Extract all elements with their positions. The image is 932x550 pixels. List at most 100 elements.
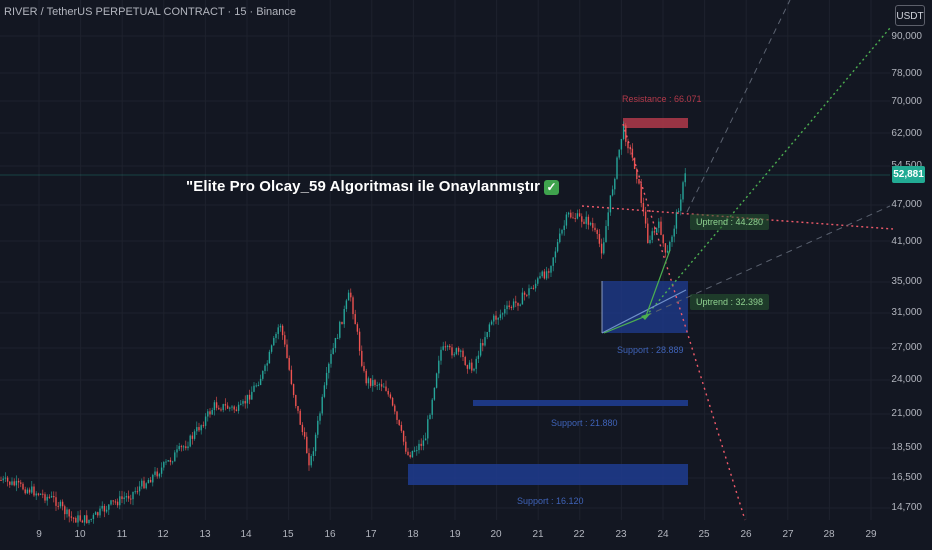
candle-body bbox=[457, 348, 460, 352]
candle-body bbox=[290, 369, 293, 385]
candle-body bbox=[453, 354, 455, 356]
candle-body bbox=[306, 436, 308, 454]
candle-body bbox=[147, 479, 150, 484]
candle-body bbox=[130, 498, 132, 500]
candle-body bbox=[550, 265, 552, 273]
candle-body bbox=[332, 348, 334, 355]
candle-body bbox=[53, 496, 55, 498]
candle-body bbox=[517, 302, 519, 306]
candle-body bbox=[556, 242, 559, 252]
candle-body bbox=[99, 508, 101, 516]
candle-body bbox=[301, 424, 304, 433]
candle-body bbox=[402, 430, 405, 442]
candle-body bbox=[389, 394, 392, 398]
candle-body bbox=[231, 406, 233, 408]
price-tick: 14,700 bbox=[891, 502, 922, 513]
candle-body bbox=[532, 287, 535, 289]
candle-body bbox=[576, 213, 579, 219]
candle-body bbox=[592, 222, 594, 228]
candle-body bbox=[235, 409, 238, 411]
candle-body bbox=[191, 435, 194, 439]
candle-body bbox=[72, 517, 75, 519]
candle-body bbox=[620, 138, 623, 150]
candle-body bbox=[499, 314, 502, 318]
candle-body bbox=[486, 332, 488, 338]
candle-body bbox=[240, 403, 242, 405]
candle-body bbox=[262, 370, 264, 379]
candle-body bbox=[26, 489, 29, 494]
candle-body bbox=[671, 236, 673, 242]
candle-body bbox=[33, 486, 35, 496]
candle-body bbox=[101, 505, 103, 509]
candle-body bbox=[673, 228, 675, 237]
candle-body bbox=[284, 335, 286, 345]
candle-body bbox=[222, 404, 224, 411]
candle-body bbox=[649, 239, 651, 244]
uptrend-label-1: Uptrend : 44.280 bbox=[690, 214, 770, 230]
candle-body bbox=[242, 401, 244, 404]
price-tick: 27,000 bbox=[891, 342, 922, 353]
candle-body bbox=[273, 337, 275, 346]
candle-body bbox=[658, 221, 660, 228]
candle-body bbox=[616, 157, 618, 179]
resistance-label: Resistance : 66.071 bbox=[622, 94, 702, 104]
time-tick: 10 bbox=[74, 529, 86, 540]
candle-body bbox=[105, 509, 108, 512]
candle-body bbox=[143, 480, 145, 489]
candle-body bbox=[598, 233, 601, 244]
candle-body bbox=[594, 227, 596, 231]
currency-button[interactable]: USDT bbox=[895, 5, 925, 26]
price-tick: 62,000 bbox=[891, 128, 922, 139]
candle-body bbox=[312, 451, 315, 456]
candle-body bbox=[451, 347, 453, 356]
candle-body bbox=[154, 471, 156, 475]
candle-body bbox=[224, 404, 227, 406]
candle-body bbox=[682, 182, 684, 200]
candle-body bbox=[20, 482, 22, 484]
candle-body bbox=[609, 195, 612, 213]
candle-body bbox=[92, 514, 95, 519]
candle-body bbox=[94, 512, 97, 515]
candle-body bbox=[215, 402, 218, 408]
signal-banner: "Elite Pro Olcay_59 Algoritması ile Onay… bbox=[186, 178, 560, 195]
candle-body bbox=[297, 406, 299, 411]
candle-body bbox=[653, 231, 656, 233]
candle-body bbox=[319, 413, 321, 421]
candle-body bbox=[138, 486, 141, 492]
candle-body bbox=[603, 242, 605, 254]
candle-body bbox=[174, 452, 176, 462]
candle-body bbox=[583, 221, 585, 224]
candle-body bbox=[361, 350, 363, 366]
candle-body bbox=[488, 324, 491, 333]
time-tick: 25 bbox=[698, 529, 710, 540]
candle-body bbox=[512, 301, 515, 308]
candle-body bbox=[365, 370, 367, 384]
candle-body bbox=[0, 480, 2, 481]
time-tick: 26 bbox=[740, 529, 752, 540]
time-tick: 20 bbox=[490, 529, 502, 540]
candle-body bbox=[202, 425, 205, 427]
candle-body bbox=[409, 455, 411, 458]
candle-body bbox=[169, 460, 172, 463]
candle-body bbox=[163, 462, 165, 468]
candle-body bbox=[339, 321, 341, 338]
time-tick: 29 bbox=[865, 529, 877, 540]
time-tick: 12 bbox=[157, 529, 169, 540]
candle-body bbox=[39, 493, 42, 495]
candle-body bbox=[277, 327, 279, 334]
time-tick: 9 bbox=[36, 529, 42, 540]
candle-body bbox=[482, 343, 484, 346]
candle-body bbox=[662, 234, 664, 244]
candle-body bbox=[204, 416, 207, 426]
candle-body bbox=[433, 387, 436, 400]
candle-body bbox=[537, 278, 539, 284]
time-tick: 13 bbox=[199, 529, 211, 540]
candle-body bbox=[44, 494, 46, 501]
candle-body bbox=[114, 501, 117, 503]
support-zone-3 bbox=[408, 464, 688, 485]
candle-body bbox=[15, 480, 18, 486]
candle-body bbox=[407, 451, 409, 456]
candle-body bbox=[336, 337, 339, 339]
candle-body bbox=[369, 378, 372, 386]
